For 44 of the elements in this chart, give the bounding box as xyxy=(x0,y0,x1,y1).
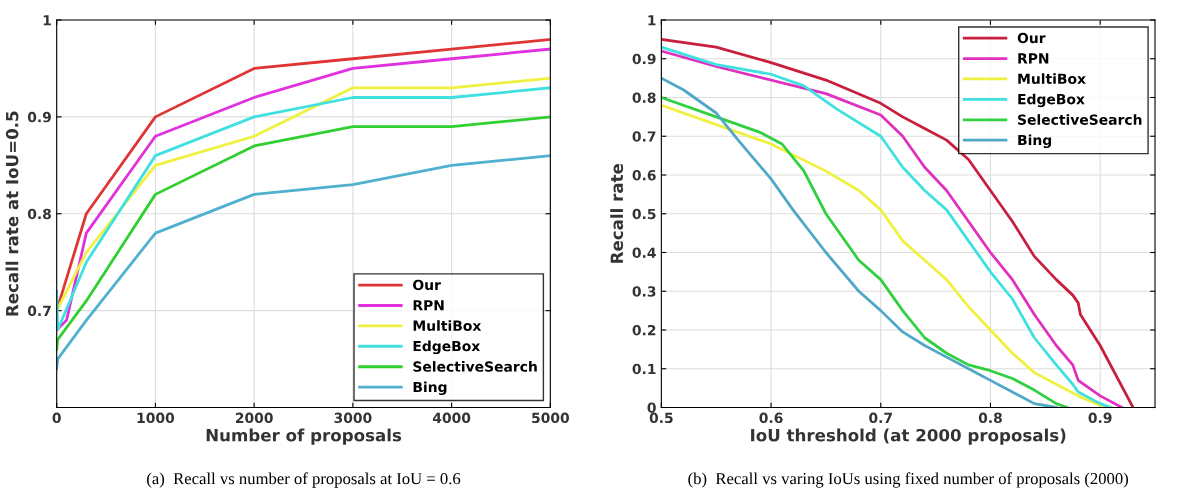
y-tick-label: 0.6 xyxy=(632,169,656,181)
x-tick-label: 2000 xyxy=(235,412,273,424)
legend-label: Our xyxy=(413,279,441,291)
x-axis-title: IoU threshold (at 2000 proposals) xyxy=(751,428,1066,445)
x-tick-label: 0.7 xyxy=(869,412,892,424)
legend-label: SelectiveSearch xyxy=(1018,114,1142,125)
x-tick-label: 5000 xyxy=(532,412,570,424)
legend-label: RPN xyxy=(413,300,444,311)
legend-label: RPN xyxy=(1018,53,1049,64)
legend-label: Bing xyxy=(1018,134,1052,149)
y-tick-label: 0.1 xyxy=(632,363,656,375)
y-tick-label: 1 xyxy=(43,15,51,26)
legend-label: MultiBox xyxy=(1018,73,1086,85)
text: (a) Recall vs number of proposals at IoU = 0.6 xyxy=(147,472,461,488)
y-tick-label: 0 xyxy=(647,402,656,413)
legend-label: Bing xyxy=(413,381,447,395)
y-tick-label: 0.2 xyxy=(632,324,656,336)
y-tick-label: 0.9 xyxy=(632,53,656,65)
legend-label: EdgeBox xyxy=(413,340,481,355)
y-tick-label: 0.3 xyxy=(632,286,656,297)
y-tick-label: 0.9 xyxy=(27,111,51,123)
y-tick-label: 0.7 xyxy=(27,305,51,317)
y-tick-label: 0.4 xyxy=(632,247,656,258)
x-tick-label: 4000 xyxy=(432,412,471,424)
legend-label: MultiBox xyxy=(413,320,482,331)
legend-label: EdgeBox xyxy=(1018,93,1085,108)
x-tick-label: 0.8 xyxy=(978,412,1002,424)
x-tick-label: 0.6 xyxy=(759,412,783,424)
x-tick-label: 0 xyxy=(52,412,61,424)
text: (b) Recall vs varing IoUs using fixed number of proposals (2000) xyxy=(688,472,1129,488)
legend-label: SelectiveSearch xyxy=(413,361,537,372)
y-axis-title: Recall rate xyxy=(610,163,624,263)
y-tick-label: 0.5 xyxy=(632,208,656,220)
x-tick-label: 3000 xyxy=(334,412,372,424)
y-tick-label: 1 xyxy=(648,15,656,26)
x-tick-label: 0.9 xyxy=(1088,412,1112,424)
y-tick-label: 0.7 xyxy=(632,131,656,142)
y-tick-label: 0.8 xyxy=(27,208,51,220)
line-series xyxy=(56,154,551,371)
y-axis-title: Recall rate at IoU=0.5 xyxy=(5,111,19,316)
x-axis-title: Number of proposals xyxy=(206,428,402,445)
legend-label: Our xyxy=(1017,32,1046,44)
x-tick-label: 1000 xyxy=(137,412,175,424)
y-tick-label: 0.8 xyxy=(632,92,656,103)
